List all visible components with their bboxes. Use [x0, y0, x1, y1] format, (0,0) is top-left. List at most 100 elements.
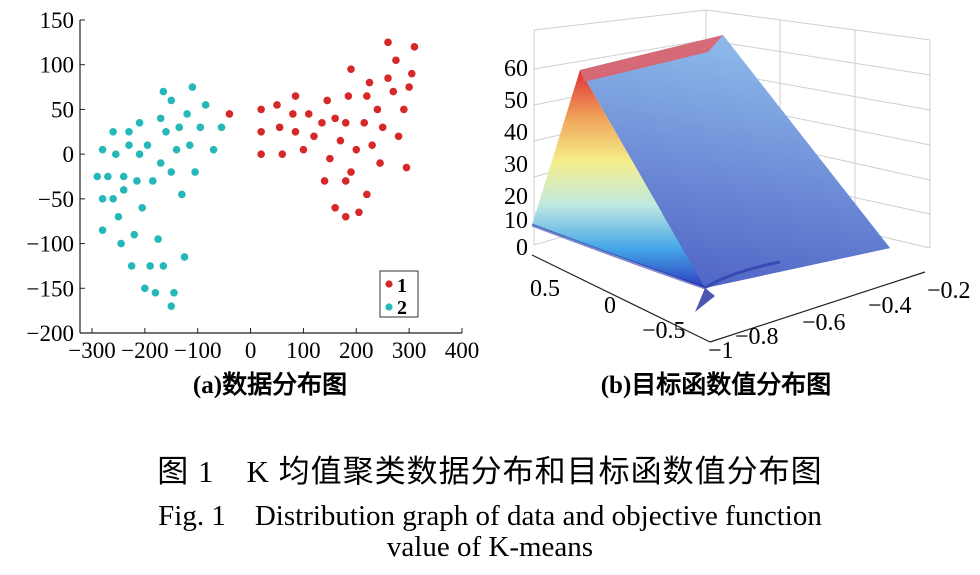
axes-a: −300 −200 −100 0 100 200 300 400150100500−50−10… — [27, 8, 480, 363]
scatter-point-cluster-1 — [363, 190, 371, 199]
y-tick-label-3d: −0.4 — [868, 293, 912, 319]
scatter-point-cluster-2 — [188, 83, 197, 91]
x-tick-label: 300 — [392, 338, 427, 363]
figure-caption-english-line2: value of K-means — [386, 531, 594, 563]
scatter-point-cluster-1 — [384, 38, 392, 47]
legend-label-1: 1 — [397, 275, 407, 297]
x-tick-label: −200 — [121, 338, 168, 363]
x-tick-label: 200 — [339, 338, 374, 363]
scatter-point-cluster-1 — [291, 127, 300, 136]
scatter-point-cluster-1 — [402, 163, 411, 172]
scatter-point-cluster-2 — [191, 168, 199, 176]
scatter-point-cluster-1 — [384, 74, 392, 82]
scatter-point-cluster-2 — [104, 172, 112, 181]
scatter-point-cluster-2 — [109, 127, 117, 136]
y-tick-label-3d: −0.6 — [802, 310, 846, 336]
scatter-point-cluster-2 — [148, 177, 157, 185]
scatter-points — [93, 38, 419, 310]
scatter-point-cluster-1 — [392, 56, 400, 65]
legend-marker-1 — [385, 280, 393, 288]
scatter-point-cluster-2 — [167, 96, 176, 105]
scatter-point-cluster-2 — [138, 204, 147, 212]
z-tick-label: 50 — [504, 88, 528, 114]
scatter-point-cluster-1 — [347, 168, 355, 176]
scatter-point-cluster-2 — [201, 101, 210, 109]
scatter-point-cluster-1 — [331, 114, 339, 123]
y-tick-label: 100 — [40, 53, 75, 78]
z-tick-label: 40 — [504, 120, 528, 146]
scatter-point-cluster-2 — [93, 172, 102, 181]
x-tick-label: 0 — [245, 338, 257, 363]
scatter-point-cluster-2 — [114, 212, 123, 221]
objective-surface — [531, 35, 890, 312]
scatter-point-cluster-1 — [341, 119, 350, 127]
x-tick-label-3d: −0.5 — [642, 318, 686, 344]
scatter-point-cluster-1 — [257, 127, 265, 136]
y-tick-label: −150 — [27, 276, 74, 301]
scatter-point-cluster-1 — [352, 145, 361, 154]
y-tick-label: 0 — [63, 142, 75, 167]
scatter-point-cluster-2 — [119, 186, 128, 194]
scatter-point-cluster-2 — [133, 177, 141, 185]
scatter-chart: −300 −200 −100 0 100 200 300 400150100500−50−10… — [27, 8, 480, 399]
figure-caption-english-line1: Fig. 1 Distribution graph of data and ob… — [158, 500, 822, 532]
scatter-point-cluster-1 — [291, 92, 300, 100]
z-tick-label: 0 — [516, 235, 528, 261]
scatter-point-cluster-2 — [217, 123, 226, 132]
x-tick-label: −100 — [174, 338, 221, 363]
y-tick-label: −100 — [27, 232, 74, 257]
scatter-point-cluster-2 — [109, 195, 117, 203]
scatter-point-cluster-1 — [407, 69, 416, 78]
y-tick-label: 50 — [51, 97, 74, 122]
scatter-point-cluster-1 — [341, 212, 350, 221]
scatter-point-cluster-2 — [125, 127, 133, 136]
legend-marker-2 — [385, 303, 393, 311]
scatter-point-cluster-1 — [299, 145, 308, 154]
scatter-point-cluster-2 — [111, 150, 120, 158]
scatter-point-cluster-2 — [130, 230, 139, 239]
x-tick-label-3d: 0 — [604, 293, 616, 319]
scatter-point-cluster-2 — [183, 110, 191, 118]
scatter-point-cluster-1 — [318, 119, 326, 127]
scatter-point-cluster-1 — [344, 92, 353, 100]
scatter-point-cluster-1 — [355, 208, 363, 217]
scatter-point-cluster-2 — [170, 288, 178, 297]
z-tick-label: 10 — [504, 208, 528, 234]
scatter-point-cluster-2 — [117, 239, 125, 248]
y-tick-label: 150 — [40, 8, 75, 33]
scatter-point-cluster-2 — [125, 141, 133, 149]
scatter-point-cluster-2 — [167, 168, 176, 176]
scatter-point-cluster-1 — [347, 65, 355, 73]
scatter-point-cluster-1 — [331, 204, 339, 212]
scatter-point-cluster-1 — [257, 105, 265, 114]
x-tick-label: −300 — [68, 338, 115, 363]
scatter-point-cluster-1 — [336, 136, 345, 145]
scatter-point-cluster-2 — [154, 235, 162, 243]
scatter-point-cluster-2 — [159, 87, 168, 96]
scatter-point-cluster-1 — [360, 119, 369, 127]
scatter-point-cluster-1 — [275, 123, 284, 132]
y-tick-label-3d: −0.2 — [927, 278, 971, 304]
scatter-point-cluster-1 — [365, 78, 374, 87]
scatter-point-cluster-2 — [159, 262, 168, 270]
scatter-point-cluster-1 — [273, 101, 281, 109]
scatter-point-cluster-1 — [394, 132, 403, 141]
scatter-point-cluster-2 — [167, 302, 176, 310]
scatter-point-cluster-1 — [326, 154, 334, 163]
scatter-point-cluster-1 — [368, 141, 376, 149]
scatter-point-cluster-2 — [98, 195, 107, 203]
subplot-caption-a: (a)数据分布图 — [193, 370, 347, 399]
scatter-point-cluster-1 — [278, 150, 287, 158]
y-tick-label-3d: −0.8 — [735, 324, 779, 350]
scatter-point-cluster-2 — [127, 262, 136, 270]
scatter-point-cluster-1 — [304, 110, 313, 118]
x-tick-label: 100 — [286, 338, 321, 363]
scatter-point-cluster-1 — [225, 110, 234, 118]
subplot-caption-b: (b)目标函数值分布图 — [601, 370, 832, 399]
scatter-point-cluster-1 — [376, 159, 384, 167]
z-tick-label: 20 — [504, 184, 528, 210]
scatter-point-cluster-2 — [185, 141, 194, 149]
scatter-point-cluster-1 — [310, 132, 318, 141]
legend-label-2: 2 — [397, 297, 407, 319]
